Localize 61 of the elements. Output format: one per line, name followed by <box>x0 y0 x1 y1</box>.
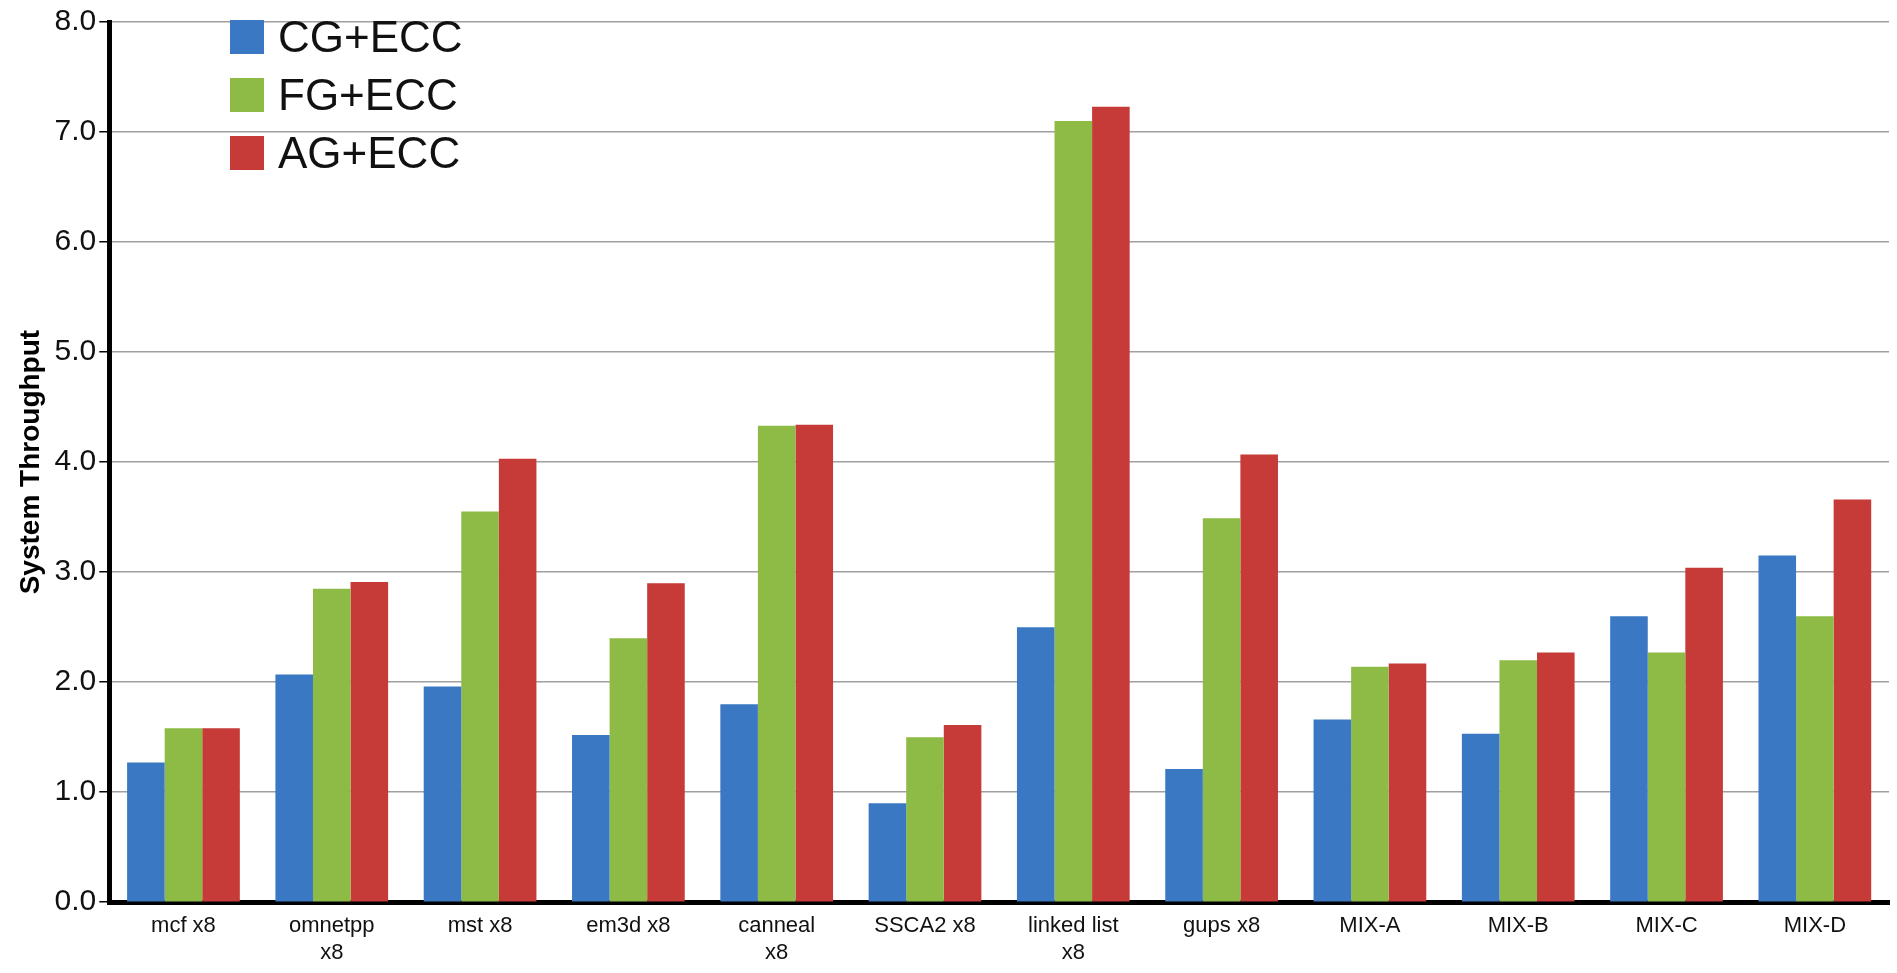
bar <box>1016 627 1055 902</box>
x-tick-label: mcf x8 <box>151 912 216 938</box>
x-tick-label: MIX-C <box>1635 912 1698 938</box>
y-tick-label: 8.0 <box>54 3 97 37</box>
bar <box>1351 666 1389 902</box>
x-tick-label: SSCA2 x8 <box>874 912 976 938</box>
bar <box>943 725 982 902</box>
bar <box>757 425 796 902</box>
y-tick-label: 1.0 <box>54 773 97 807</box>
y-tick-label: 3.0 <box>54 553 97 587</box>
x-tick-label: mst x8 <box>447 912 513 938</box>
bar <box>1647 652 1686 902</box>
bar <box>1202 518 1241 902</box>
bar <box>1833 499 1872 902</box>
y-tick-label: 0.0 <box>54 883 97 917</box>
bar <box>1610 616 1648 902</box>
bar <box>1054 121 1093 902</box>
bar <box>1537 652 1575 902</box>
bar <box>906 737 944 902</box>
bar <box>1796 616 1834 902</box>
y-tick-label: 6.0 <box>54 223 97 257</box>
bar <box>461 511 499 902</box>
x-tick-label: MIX-D <box>1783 912 1847 938</box>
y-tick-label: 4.0 <box>54 443 97 477</box>
legend-label: AG+ECC <box>278 127 461 179</box>
bar <box>164 728 203 902</box>
bar <box>609 638 648 902</box>
x-tick-label: linked list x8 <box>1028 912 1119 964</box>
bar <box>350 582 389 902</box>
bar <box>720 704 758 902</box>
bar <box>498 458 537 902</box>
x-tick-label: MIX-B <box>1487 912 1549 938</box>
bar <box>1388 663 1427 902</box>
bar <box>1499 660 1538 902</box>
legend-label: FG+ECC <box>278 69 458 121</box>
bar <box>1240 454 1278 902</box>
x-tick-label: gups x8 <box>1183 912 1261 938</box>
bar <box>312 588 351 902</box>
bar <box>423 686 462 902</box>
bar <box>647 583 685 902</box>
bar <box>275 674 313 902</box>
x-tick-label: omnetpp x8 <box>288 912 375 964</box>
bar <box>1313 719 1352 902</box>
bar <box>572 734 610 902</box>
bar <box>795 424 834 902</box>
y-tick-label: 5.0 <box>54 333 97 367</box>
bar <box>1092 106 1130 902</box>
x-tick-label: canneal x8 <box>738 912 816 964</box>
legend-label: CG+ECC <box>278 11 463 63</box>
bar <box>1758 555 1797 902</box>
bar <box>1165 769 1203 902</box>
y-tick-label: 2.0 <box>54 663 97 697</box>
bar <box>868 803 907 902</box>
bar <box>202 728 240 902</box>
x-tick-label: em3d x8 <box>586 912 671 938</box>
y-axis-title: System Throughput <box>13 329 45 595</box>
bar <box>1685 567 1723 902</box>
bar <box>127 762 165 902</box>
bar <box>1461 733 1500 902</box>
x-tick-label: MIX-A <box>1339 912 1401 938</box>
y-tick-label: 7.0 <box>54 113 97 147</box>
